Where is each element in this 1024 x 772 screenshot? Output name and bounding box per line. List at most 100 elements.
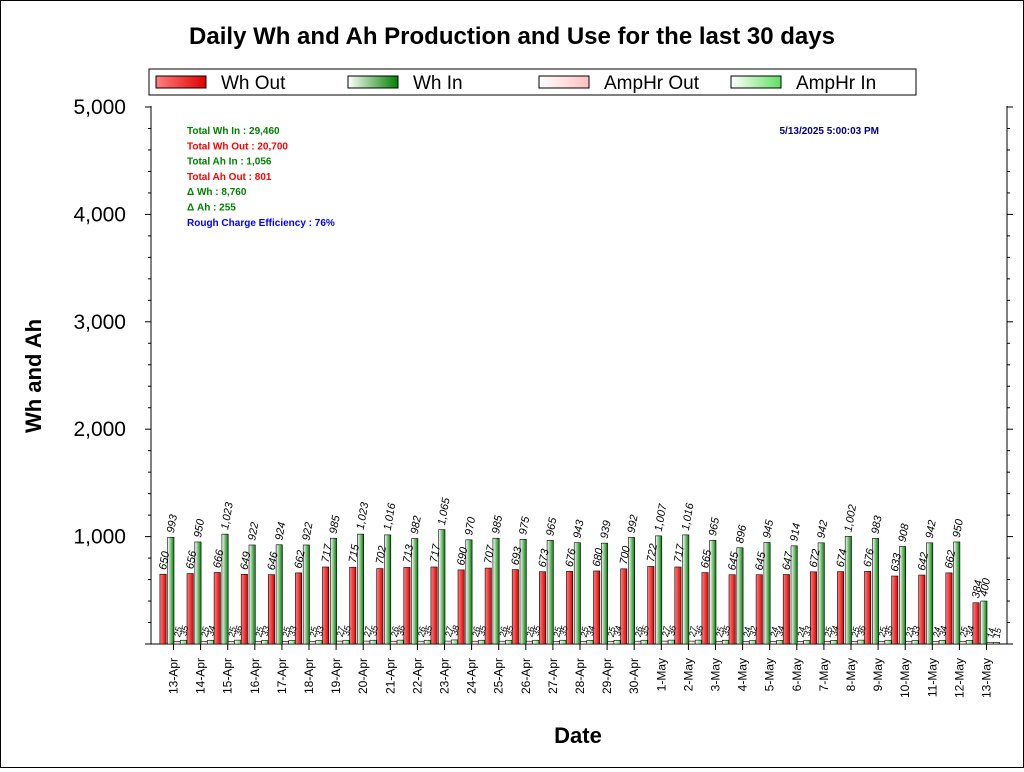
legend-label-4: AmpHr In xyxy=(796,73,876,94)
bar-4 xyxy=(776,640,784,645)
data-label-2: 965 xyxy=(707,516,722,537)
bar-1 xyxy=(186,573,194,645)
bar-1 xyxy=(782,574,790,645)
data-label-2: 982 xyxy=(409,515,424,535)
bar-2 xyxy=(411,538,419,645)
data-label-3: 25 xyxy=(714,625,726,639)
x-tick-label: 10-May xyxy=(898,658,912,698)
data-label-3: 24 xyxy=(931,626,943,639)
data-label-2: 975 xyxy=(517,515,532,536)
data-label-4: 34 xyxy=(585,625,597,637)
bar-1 xyxy=(755,574,763,645)
x-tick-label: 13-May xyxy=(980,658,994,698)
data-label-4: 35 xyxy=(179,624,191,637)
data-label-4: 33 xyxy=(260,625,272,637)
data-label-2: 896 xyxy=(734,523,749,544)
data-label-3: 25 xyxy=(199,625,211,639)
y-tick-label: 1,000 xyxy=(73,526,126,549)
x-tick-label: 21-Apr xyxy=(383,658,397,694)
data-label-2: 924 xyxy=(273,521,288,541)
bar-2 xyxy=(384,534,392,645)
bar-2 xyxy=(980,600,988,645)
data-label-1: 676 xyxy=(564,547,579,568)
x-tick-label: 25-Apr xyxy=(492,658,506,694)
data-label-3: 25 xyxy=(606,625,618,639)
legend-swatch-2 xyxy=(347,75,399,89)
data-label-3: 25 xyxy=(172,625,184,639)
data-label-1: 674 xyxy=(835,548,850,568)
data-label-2: 1,002 xyxy=(842,504,859,533)
data-label-1: 702 xyxy=(374,545,389,565)
bar-1 xyxy=(322,566,330,645)
bar-4 xyxy=(667,639,675,645)
x-tick-label: 5-May xyxy=(763,658,777,691)
bar-1 xyxy=(864,571,872,645)
bar-1 xyxy=(620,568,628,645)
data-label-2: 1,023 xyxy=(219,501,236,531)
chart-title: Daily Wh and Ah Production and Use for t… xyxy=(189,23,835,50)
bar-4 xyxy=(505,639,513,645)
data-label-1: 649 xyxy=(238,551,253,571)
bar-3 xyxy=(390,640,398,645)
x-tick-label: 22-Apr xyxy=(410,658,424,694)
bar-3 xyxy=(417,640,425,645)
data-label-2: 1,016 xyxy=(382,501,399,531)
bar-1 xyxy=(511,569,519,645)
bar-1 xyxy=(566,571,574,645)
data-label-2: 939 xyxy=(599,520,614,540)
bar-4 xyxy=(992,642,1000,645)
x-tick-label: 11-May xyxy=(925,658,939,697)
data-label-4: 34 xyxy=(775,625,787,637)
data-label-2: 1,065 xyxy=(436,496,453,526)
bar-3 xyxy=(336,640,344,645)
data-label-2: 1,007 xyxy=(653,502,670,532)
bar-4 xyxy=(288,640,296,645)
data-label-1: 662 xyxy=(943,549,958,569)
bar-4 xyxy=(721,639,729,645)
data-label-2: 945 xyxy=(761,518,776,539)
bar-3 xyxy=(444,640,452,645)
data-label-3: 27 xyxy=(687,625,699,639)
x-tick-label: 7-May xyxy=(817,658,831,691)
data-label-3: 25 xyxy=(551,625,563,639)
data-label-4: 35 xyxy=(558,624,570,637)
data-label-4: 35 xyxy=(504,624,516,637)
data-label-3: 25 xyxy=(877,625,889,639)
bar-4 xyxy=(315,640,323,645)
data-label-1: 713 xyxy=(401,543,416,564)
data-label-1: 656 xyxy=(184,549,199,570)
bar-3 xyxy=(309,641,317,645)
bar-1 xyxy=(159,573,167,645)
bar-2 xyxy=(438,529,446,645)
bar-4 xyxy=(180,639,187,645)
data-label-4: 15 xyxy=(992,626,1004,639)
legend-label-1: Wh Out xyxy=(221,73,286,94)
bar-2 xyxy=(465,539,473,645)
bar-4 xyxy=(965,640,973,645)
bar-2 xyxy=(302,544,310,645)
bar-2 xyxy=(573,542,581,645)
bar-1 xyxy=(267,574,275,645)
data-label-3: 24 xyxy=(741,626,753,639)
data-label-3: 25 xyxy=(253,625,265,639)
bar-1 xyxy=(701,572,709,645)
x-tick-label: 29-Apr xyxy=(600,658,614,694)
bar-2 xyxy=(492,537,500,645)
bar-3 xyxy=(878,641,886,645)
data-label-1: 707 xyxy=(482,544,497,565)
bar-2 xyxy=(817,542,825,645)
bar-2 xyxy=(329,537,337,645)
bar-1 xyxy=(972,602,980,645)
bars xyxy=(159,529,1000,645)
data-label-1: 717 xyxy=(428,542,443,563)
bar-1 xyxy=(240,573,248,645)
x-tick-label: 14-Apr xyxy=(194,658,208,694)
x-tick-label: 26-Apr xyxy=(519,658,533,694)
data-label-3: 26 xyxy=(633,626,645,639)
data-label-4: 35 xyxy=(422,624,434,637)
data-label-4: 35 xyxy=(341,624,353,637)
x-tick-label: 20-Apr xyxy=(356,658,370,694)
data-label-2: 914 xyxy=(788,522,803,542)
